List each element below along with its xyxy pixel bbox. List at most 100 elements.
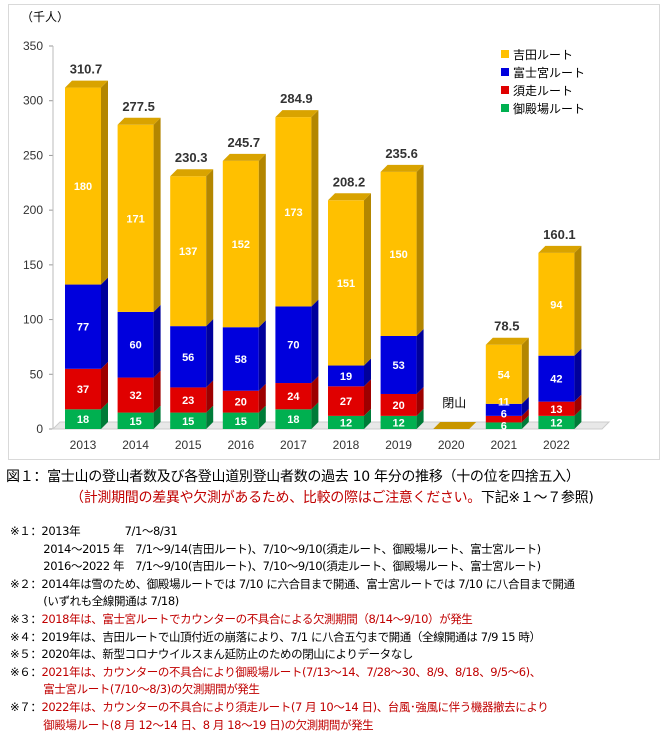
bar-segment-side [311, 402, 319, 429]
closed-annotation: 閉山 [442, 396, 466, 410]
note-text: 2016～2022 年 7/1～9/10(吉田ルート)、7/10～9/10(須走… [10, 559, 541, 574]
note-text: 2022年は、カウンターの不具合により須走ルート(7 月 10～14 日)、台風… [41, 700, 549, 714]
note-text: ※５：2020年は、新型コロナウイルスまん延防止のための閉山によりデータなし [10, 647, 413, 662]
bar-segment-side [364, 408, 371, 429]
bar-segment [328, 200, 364, 366]
note-line: ※２：2014年は雪のため、御殿場ルートでは 7/10 に六合目まで開通、富士宮… [10, 576, 575, 592]
note-line: 2014～2015 年 7/1～9/14(吉田ルート)、7/10～9/10(須走… [10, 541, 541, 557]
bar-segment-side [153, 370, 161, 413]
total-label: 208.2 [333, 174, 366, 189]
bar-segment-side [364, 358, 371, 387]
data-label: 18 [77, 414, 89, 426]
bar-segment-side [574, 408, 582, 429]
bar-segment-side [364, 193, 371, 366]
y-tick-label: 100 [23, 313, 43, 327]
caption-warning: （計測期間の差異や欠測があるため、比較の際はご注意ください。 [70, 490, 481, 506]
note-text: ※４：2019年は、吉田ルートで山頂付近の崩落により、7/1 に八合五勺まで開通… [10, 629, 541, 644]
y-tick-label: 0 [36, 422, 43, 436]
figure-caption: 図１：富士山の登山者数及び各登山道別登山者数の過去 10 年分の推移（十の位を四… [6, 469, 580, 485]
data-label: 56 [182, 352, 194, 364]
x-tick-label: 2019 [385, 438, 412, 452]
bar-segment [222, 327, 259, 391]
x-tick-label: 2020 [438, 438, 465, 452]
data-label: 60 [129, 340, 141, 352]
bar-segment [538, 401, 575, 416]
x-tick-label: 2022 [543, 438, 570, 452]
data-label: 70 [287, 340, 299, 352]
data-label: 94 [550, 299, 563, 311]
bar-top [485, 337, 529, 345]
data-label: 137 [179, 246, 197, 258]
x-tick-label: 2015 [175, 438, 202, 452]
bar-segment [275, 306, 312, 384]
data-label: 20 [392, 400, 404, 412]
data-label: 12 [340, 417, 352, 429]
bar-segment-side [574, 348, 582, 402]
y-tick-label: 200 [23, 203, 43, 217]
y-tick-label: 50 [30, 367, 44, 381]
bar-segment [117, 311, 154, 378]
total-label: 310.7 [70, 62, 103, 77]
legend-swatch [501, 68, 509, 76]
bar-segment-side [101, 80, 108, 285]
note-label: ※６： [10, 664, 42, 679]
bar-segment [170, 387, 207, 413]
note-line: ※６：2021年は、カウンターの不具合により御殿場ルート(7/13～14、7/2… [10, 664, 541, 680]
bar-segment [485, 422, 522, 429]
bar-segment-side [153, 117, 161, 312]
bar-segment [328, 365, 364, 387]
data-label: 18 [287, 414, 299, 426]
bar-segment-side [101, 277, 108, 369]
note-text: 富士宮ルート(7/10～8/3)の欠測期間が発生 [10, 682, 260, 697]
bar-segment [275, 383, 312, 410]
data-label: 152 [232, 239, 250, 251]
bar-segment [380, 335, 417, 394]
note-line: 2016～2022 年 7/1～9/10(吉田ルート)、7/10～9/10(須走… [10, 558, 541, 574]
bar-segment-side [521, 408, 529, 423]
total-label: 160.1 [543, 227, 576, 242]
bar-segment-side [416, 408, 424, 429]
bar-segment [65, 368, 101, 410]
bar-segment-side [153, 405, 161, 429]
bar-segment [117, 377, 154, 413]
bar-segment-side [521, 337, 529, 404]
bar-segment [222, 390, 259, 413]
data-label: 15 [129, 416, 141, 428]
note-line: ※５：2020年は、新型コロナウイルスまん延防止のための閉山によりデータなし [10, 646, 413, 662]
note-text: 2021年は、カウンターの不具合により御殿場ルート(7/13～14、7/28～3… [41, 664, 541, 679]
x-tick-label: 2017 [280, 438, 307, 452]
note-line: 御殿場ルート(8 月 12～14 日、8 月 18～19 日)の欠測期間が発生 [10, 717, 373, 733]
x-tick-label: 2013 [70, 438, 97, 452]
note-line: ※１：2013年 7/1～8/31 [10, 523, 178, 539]
bar-segment-side [574, 394, 582, 416]
data-label: 173 [284, 207, 302, 219]
note-line: ※３：2018年は、富士宮ルートでカウンターの不具合による欠測期間（8/14～9… [10, 611, 473, 627]
note-text: 2018年は、富士宮ルートでカウンターの不具合による欠測期間（8/14～9/10… [41, 612, 473, 626]
data-label: 23 [182, 395, 194, 407]
legend-label: 御殿場ルート [513, 101, 585, 116]
data-label: 13 [550, 404, 562, 416]
bar-segment [380, 393, 417, 416]
bar-segment [117, 412, 154, 429]
data-label: 54 [498, 369, 511, 381]
data-label: 6 [501, 409, 507, 421]
bar-segment [380, 415, 417, 429]
total-label: 284.9 [280, 91, 313, 106]
bar-top [380, 164, 424, 172]
data-label: 12 [550, 417, 562, 429]
bar-segment-side [364, 379, 371, 416]
x-tick-label: 2014 [122, 438, 149, 452]
bar-segment-side [258, 383, 266, 413]
bar-top [222, 153, 266, 161]
note-text: ※２：2014年は雪のため、御殿場ルートでは 7/10 に六合目まで開通、富士宮… [10, 576, 575, 591]
bar-segment-side [258, 405, 266, 429]
bar-segment [328, 415, 364, 429]
legend-label: 富士宮ルート [513, 65, 585, 80]
bar-segment [222, 412, 259, 429]
data-label: 171 [126, 213, 144, 225]
bar-segment-side [153, 304, 161, 378]
bar-segment [328, 386, 364, 416]
bar-top [65, 80, 108, 88]
legend-swatch [501, 86, 509, 94]
bar-segment [380, 171, 417, 336]
